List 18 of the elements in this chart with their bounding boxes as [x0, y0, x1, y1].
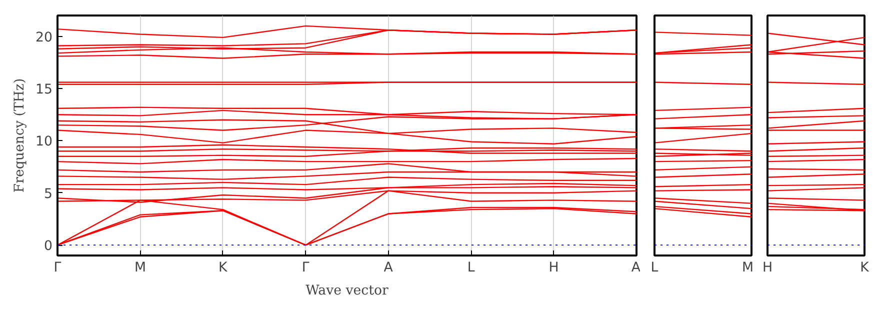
x-tick-label: A [384, 260, 393, 276]
x-tick-label: H [762, 260, 773, 276]
x-tick-label: Γ [54, 260, 62, 276]
x-tick-label: L [650, 260, 659, 276]
x-tick-label: Γ [302, 260, 310, 276]
x-tick-label: H [548, 260, 559, 276]
x-tick-label: K [218, 260, 229, 276]
y-tick-label: 0 [44, 239, 53, 254]
y-tick-label: 15 [36, 82, 53, 98]
y-tick-label: 10 [36, 134, 53, 150]
y-axis-title: Frequency (THz) [12, 78, 28, 193]
y-tick-label: 5 [44, 186, 53, 202]
x-tick-label: M [134, 260, 146, 276]
y-tick-label: 20 [36, 30, 53, 46]
x-tick-label: L [467, 260, 476, 276]
x-axis-title: Wave vector [306, 284, 390, 298]
x-tick-label: K [860, 260, 870, 276]
x-tick-label: M [742, 260, 754, 276]
